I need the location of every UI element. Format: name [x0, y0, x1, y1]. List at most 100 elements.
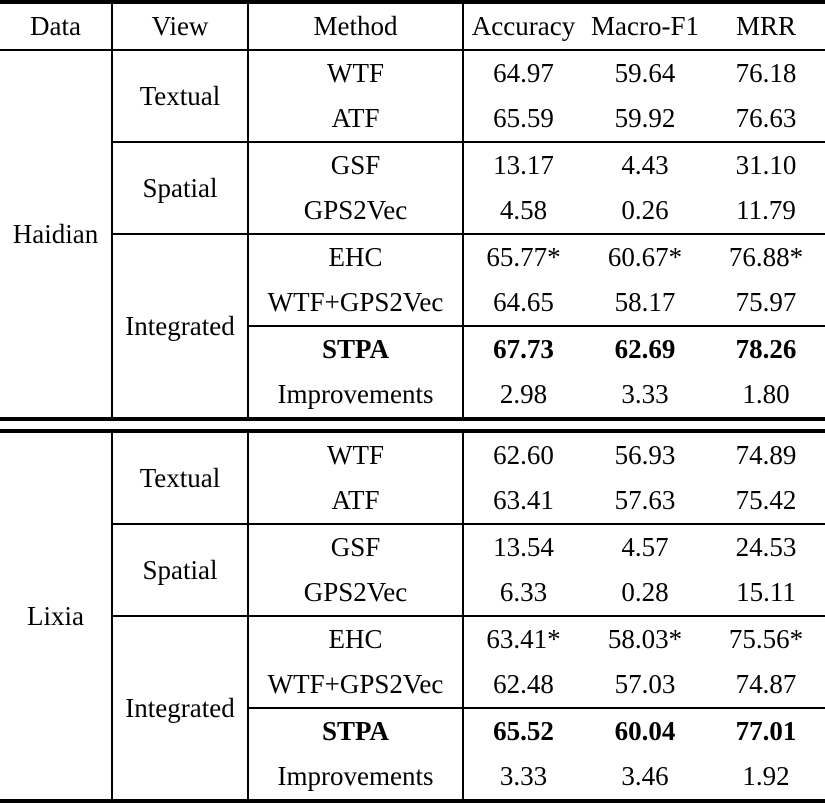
mrr-cell: 24.53 — [735, 532, 797, 562]
macro-f1-cell: 56.93 — [614, 440, 676, 470]
table-row: Spatial GSF 13.54 4.57 24.53 — [0, 524, 825, 617]
table-section-haidian: Data View Method Accuracy Macro-F1 MRR H… — [0, 4, 825, 421]
table-row: GPS2Vec 6.33 0.28 15.11 — [0, 570, 825, 617]
accuracy-cell: 64.97 — [493, 58, 554, 88]
accuracy-cell: 13.54 — [493, 532, 554, 562]
macro-f1-cell: 59.64 — [614, 58, 676, 88]
method-cell: Improvements — [248, 754, 464, 799]
accuracy-cell: 64.65 — [463, 280, 583, 327]
method-cell: ATF — [248, 96, 464, 143]
method-cell: EHC — [248, 234, 464, 280]
accuracy-cell: 65.59 — [463, 96, 583, 143]
accuracy-cell: 63.41 — [463, 478, 583, 525]
method-cell: GSF — [248, 524, 464, 570]
accuracy-cell: 3.33 — [499, 761, 548, 791]
col-header-view: View — [112, 4, 249, 51]
accuracy-cell: 62.60 — [493, 440, 554, 470]
method-cell: WTF+GPS2Vec — [248, 280, 464, 327]
col-header-accuracy: Accuracy — [463, 4, 583, 51]
section-divider — [0, 421, 825, 429]
col-header-data: Data — [0, 4, 113, 51]
table-row: Improvements 2.98 3.33 1.80 — [0, 372, 825, 417]
table-row-stpa: STPA 67.73 62.69 78.26 — [0, 326, 825, 372]
lixia-table: Lixia Textual WTF 62.60 56.93 74.89 ATF … — [0, 433, 825, 799]
accuracy-cell: 6.33 — [463, 570, 583, 617]
mrr-cell: 1.80 — [742, 379, 790, 409]
view-cell-textual: Textual — [112, 433, 249, 525]
mrr-cell: 15.11 — [707, 570, 825, 617]
method-cell: STPA — [248, 326, 464, 372]
table-section-lixia: Lixia Textual WTF 62.60 56.93 74.89 ATF … — [0, 429, 825, 799]
mrr-cell: 75.97 — [707, 280, 825, 327]
macro-f1-cell: 57.63 — [583, 478, 707, 525]
accuracy-cell: 65.52 — [493, 716, 554, 746]
method-cell: STPA — [248, 708, 464, 754]
method-cell: ATF — [248, 478, 464, 525]
table-row: Lixia Textual WTF 62.60 56.93 74.89 — [0, 433, 825, 799]
method-cell: WTF — [248, 50, 464, 96]
table-row: Haidian Textual WTF 64.97 59.64 76.18 — [0, 50, 825, 417]
table-row: Integrated EHC 63.41* 58.03* 75.56* — [0, 616, 825, 799]
table-row: WTF+GPS2Vec 64.65 58.17 75.97 — [0, 280, 825, 327]
mrr-cell: 75.56* — [728, 624, 804, 654]
accuracy-cell: 2.98 — [499, 379, 548, 409]
macro-f1-cell: 60.04 — [614, 716, 676, 746]
table-row-stpa: STPA 65.52 60.04 77.01 — [0, 708, 825, 754]
method-cell: GPS2Vec — [248, 188, 464, 235]
macro-f1-cell: 0.28 — [583, 570, 707, 617]
mrr-cell: 76.88* — [728, 242, 804, 272]
accuracy-cell: 4.58 — [463, 188, 583, 235]
haidian-table: Data View Method Accuracy Macro-F1 MRR H… — [0, 4, 825, 417]
accuracy-cell: 67.73 — [493, 334, 554, 364]
view-cell-integrated: Integrated — [112, 234, 249, 417]
view-cell-spatial: Spatial — [112, 524, 249, 617]
macro-f1-cell: 62.69 — [614, 334, 676, 364]
mrr-cell: 74.87 — [707, 662, 825, 709]
col-header-mrr: MRR — [707, 4, 825, 51]
accuracy-cell: 65.77* — [486, 242, 561, 272]
mrr-cell: 1.92 — [742, 761, 790, 791]
col-header-macro-f1: Macro-F1 — [583, 4, 707, 51]
dataset-label-lixia: Lixia — [0, 433, 113, 799]
view-cell-textual: Textual — [112, 50, 249, 143]
method-cell: WTF — [248, 433, 464, 478]
mrr-cell: 77.01 — [735, 716, 797, 746]
table-row: WTF+GPS2Vec 62.48 57.03 74.87 — [0, 662, 825, 709]
mrr-cell: 31.10 — [735, 150, 797, 180]
table-row: ATF 65.59 59.92 76.63 — [0, 96, 825, 143]
mrr-cell: 76.18 — [735, 58, 797, 88]
method-cell: EHC — [248, 616, 464, 662]
accuracy-cell: 13.17 — [493, 150, 554, 180]
method-cell: WTF+GPS2Vec — [248, 662, 464, 709]
mrr-cell: 78.26 — [735, 334, 797, 364]
macro-f1-cell: 60.67* — [607, 242, 683, 272]
mrr-cell: 11.79 — [707, 188, 825, 235]
macro-f1-cell: 58.17 — [583, 280, 707, 327]
view-cell-integrated: Integrated — [112, 616, 249, 799]
macro-f1-cell: 0.26 — [583, 188, 707, 235]
mrr-cell: 75.42 — [707, 478, 825, 525]
table-row: Integrated EHC 65.77* 60.67* 76.88* — [0, 234, 825, 417]
method-cell: GPS2Vec — [248, 570, 464, 617]
macro-f1-cell: 4.43 — [621, 150, 669, 180]
header-row: Data View Method Accuracy Macro-F1 MRR — [0, 4, 825, 51]
macro-f1-cell: 58.03* — [607, 624, 683, 654]
method-cell: Improvements — [248, 372, 464, 417]
mrr-cell: 76.63 — [707, 96, 825, 143]
table-row: Spatial GSF 13.17 4.43 31.10 — [0, 142, 825, 235]
mrr-cell: 74.89 — [735, 440, 797, 470]
method-cell: GSF — [248, 142, 464, 188]
col-header-method: Method — [248, 4, 464, 51]
table-row: ATF 63.41 57.63 75.42 — [0, 478, 825, 525]
accuracy-cell: 63.41* — [486, 624, 561, 654]
macro-f1-cell: 4.57 — [621, 532, 669, 562]
macro-f1-cell: 59.92 — [583, 96, 707, 143]
macro-f1-cell: 57.03 — [583, 662, 707, 709]
accuracy-cell: 62.48 — [463, 662, 583, 709]
dataset-label-haidian: Haidian — [0, 50, 113, 417]
table-row: GPS2Vec 4.58 0.26 11.79 — [0, 188, 825, 235]
view-cell-spatial: Spatial — [112, 142, 249, 235]
macro-f1-cell: 3.33 — [621, 379, 669, 409]
macro-f1-cell: 3.46 — [621, 761, 669, 791]
